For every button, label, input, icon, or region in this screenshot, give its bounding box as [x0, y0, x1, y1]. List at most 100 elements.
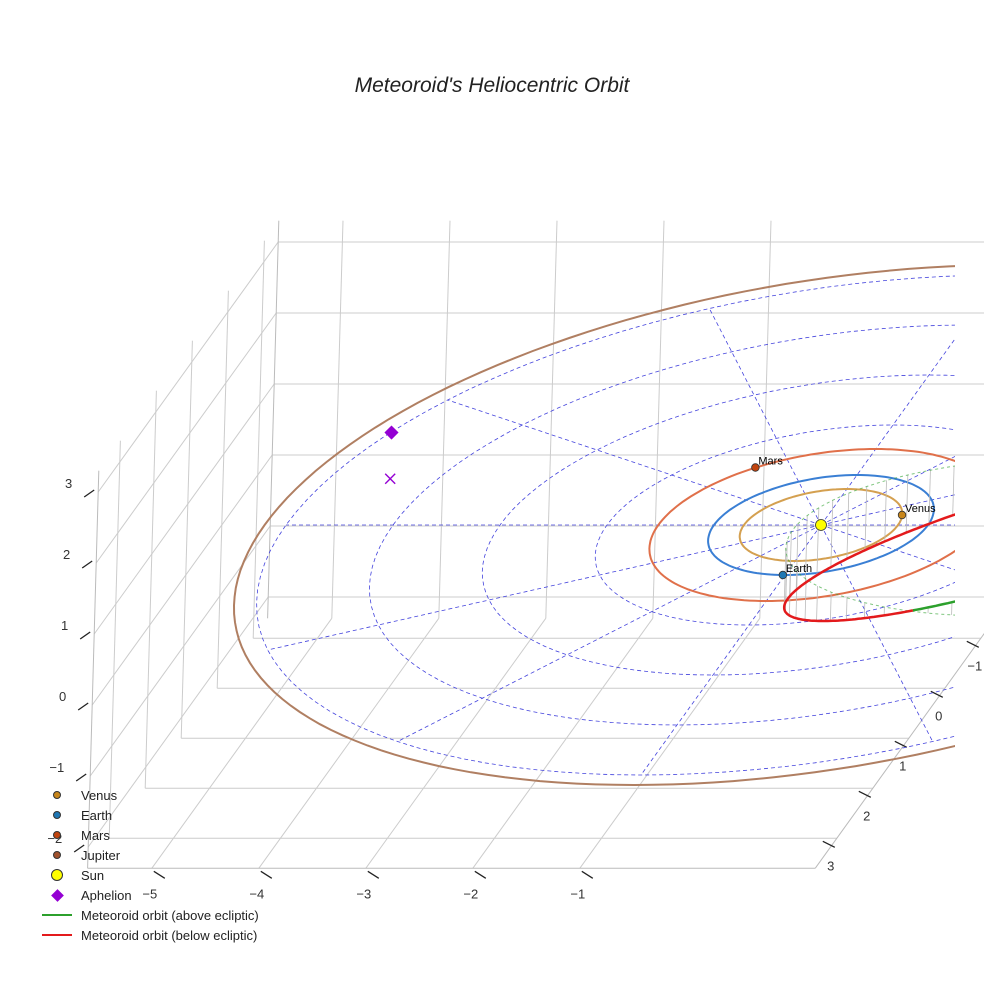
polar-grid-spoke — [397, 524, 822, 742]
sun-marker — [815, 519, 827, 531]
polar-grid-ring — [256, 275, 955, 776]
legend-label: Venus — [81, 787, 118, 803]
legend-item-aphelion: Aphelion — [40, 885, 259, 905]
x-tick-label: −3 — [356, 886, 371, 901]
legend-item-jupiter: Jupiter — [40, 845, 259, 865]
y-tick — [822, 840, 836, 848]
drop-line — [830, 500, 834, 568]
polar-grid-spoke — [267, 524, 822, 651]
gridline — [144, 390, 157, 789]
drop-line — [846, 493, 850, 559]
gridline — [95, 312, 277, 564]
drop-line — [795, 571, 798, 619]
axis-edge — [814, 632, 984, 869]
gridline — [180, 340, 193, 739]
x-tick-label: −5 — [142, 886, 157, 901]
mars-orbit — [648, 448, 955, 602]
z-tick-label: 1 — [61, 618, 68, 633]
legend-label: Sun — [81, 867, 105, 883]
gridline — [652, 220, 665, 619]
legend-label: Earth — [81, 807, 113, 823]
gridline — [579, 618, 761, 869]
drop-line — [804, 515, 808, 583]
gridline — [97, 241, 279, 493]
y-tick — [966, 640, 980, 648]
z-tick-label: 2 — [63, 547, 70, 562]
x-tick — [153, 870, 166, 879]
y-tick-label: 3 — [827, 858, 834, 873]
y-tick-label: 1 — [899, 758, 906, 773]
x-tick — [260, 870, 273, 879]
legend-item-venus: Venus — [40, 785, 259, 805]
earth-marker — [778, 570, 788, 580]
z-tick — [83, 489, 95, 498]
drop-line — [905, 474, 909, 533]
sun-marker-icon — [51, 869, 63, 881]
red-line-icon — [42, 934, 72, 936]
polar-grid-spoke — [820, 456, 955, 526]
z-tick-label: 3 — [65, 476, 72, 491]
polar-grid-spoke — [820, 494, 955, 526]
drop-line — [830, 592, 832, 621]
z-tick — [77, 702, 89, 711]
jupiter-marker-icon — [53, 851, 61, 859]
legend-label: Meteoroid orbit (above ecliptic) — [81, 907, 259, 923]
x-tick — [581, 870, 594, 879]
z-tick — [79, 631, 91, 640]
drop-line — [976, 596, 977, 615]
mars-marker-icon — [53, 831, 61, 839]
gridline — [216, 290, 229, 689]
drop-line — [816, 507, 820, 576]
legend-item-orbit-above: Meteoroid orbit (above ecliptic) — [40, 905, 259, 925]
venus-marker — [897, 510, 907, 520]
earth-marker-icon — [53, 811, 61, 819]
jupiter-orbit — [232, 265, 955, 787]
green-line-icon — [42, 914, 72, 916]
axis-edge — [267, 220, 280, 619]
polar-grid-spoke — [709, 308, 822, 526]
earth-orbit — [707, 474, 935, 576]
mars-marker — [751, 463, 760, 472]
chart-legend: Venus Earth Mars Jupiter Sun Aphelion Me… — [40, 785, 259, 945]
earth-label: Earth — [786, 563, 812, 575]
polar-grid-spoke — [820, 524, 933, 742]
gridline — [151, 618, 333, 869]
drop-line — [804, 579, 807, 621]
drop-line — [864, 486, 868, 551]
legend-label: Meteoroid orbit (below ecliptic) — [81, 927, 258, 943]
legend-item-sun: Sun — [40, 865, 259, 885]
y-tick-label: 2 — [863, 808, 870, 823]
orbit-shadow — [785, 465, 955, 616]
y-tick — [894, 740, 908, 748]
polar-grid-spoke — [820, 524, 955, 571]
mars-label: Mars — [758, 456, 783, 468]
gridline — [365, 618, 547, 869]
aphelion-marker — [384, 425, 399, 440]
z-tick-label: −1 — [49, 760, 64, 775]
polar-grid-spoke — [820, 338, 955, 526]
gridline — [331, 220, 344, 619]
legend-label: Jupiter — [81, 847, 121, 863]
legend-item-earth: Earth — [40, 805, 259, 825]
drop-line — [816, 585, 818, 621]
gridline — [252, 240, 265, 639]
x-tick-label: −4 — [249, 886, 264, 901]
drop-line — [928, 470, 931, 524]
z-tick — [81, 560, 93, 569]
drop-line — [952, 466, 955, 516]
polar-grid-ring — [368, 324, 955, 726]
x-tick — [474, 870, 487, 879]
x-tick-label: −1 — [570, 886, 585, 901]
diamond-marker-icon — [50, 888, 64, 902]
gridline — [91, 454, 273, 706]
drop-line — [977, 463, 978, 507]
chart-title: Meteoroid's Heliocentric Orbit — [354, 74, 630, 97]
legend-label: Mars — [81, 827, 110, 843]
axis-edge — [87, 470, 100, 869]
meteoroid-orbit-below — [782, 513, 955, 623]
gridline — [108, 440, 121, 839]
legend-item-mars: Mars — [40, 825, 259, 845]
gridline — [89, 525, 271, 777]
z-tick — [75, 773, 87, 782]
drop-line — [884, 480, 887, 542]
